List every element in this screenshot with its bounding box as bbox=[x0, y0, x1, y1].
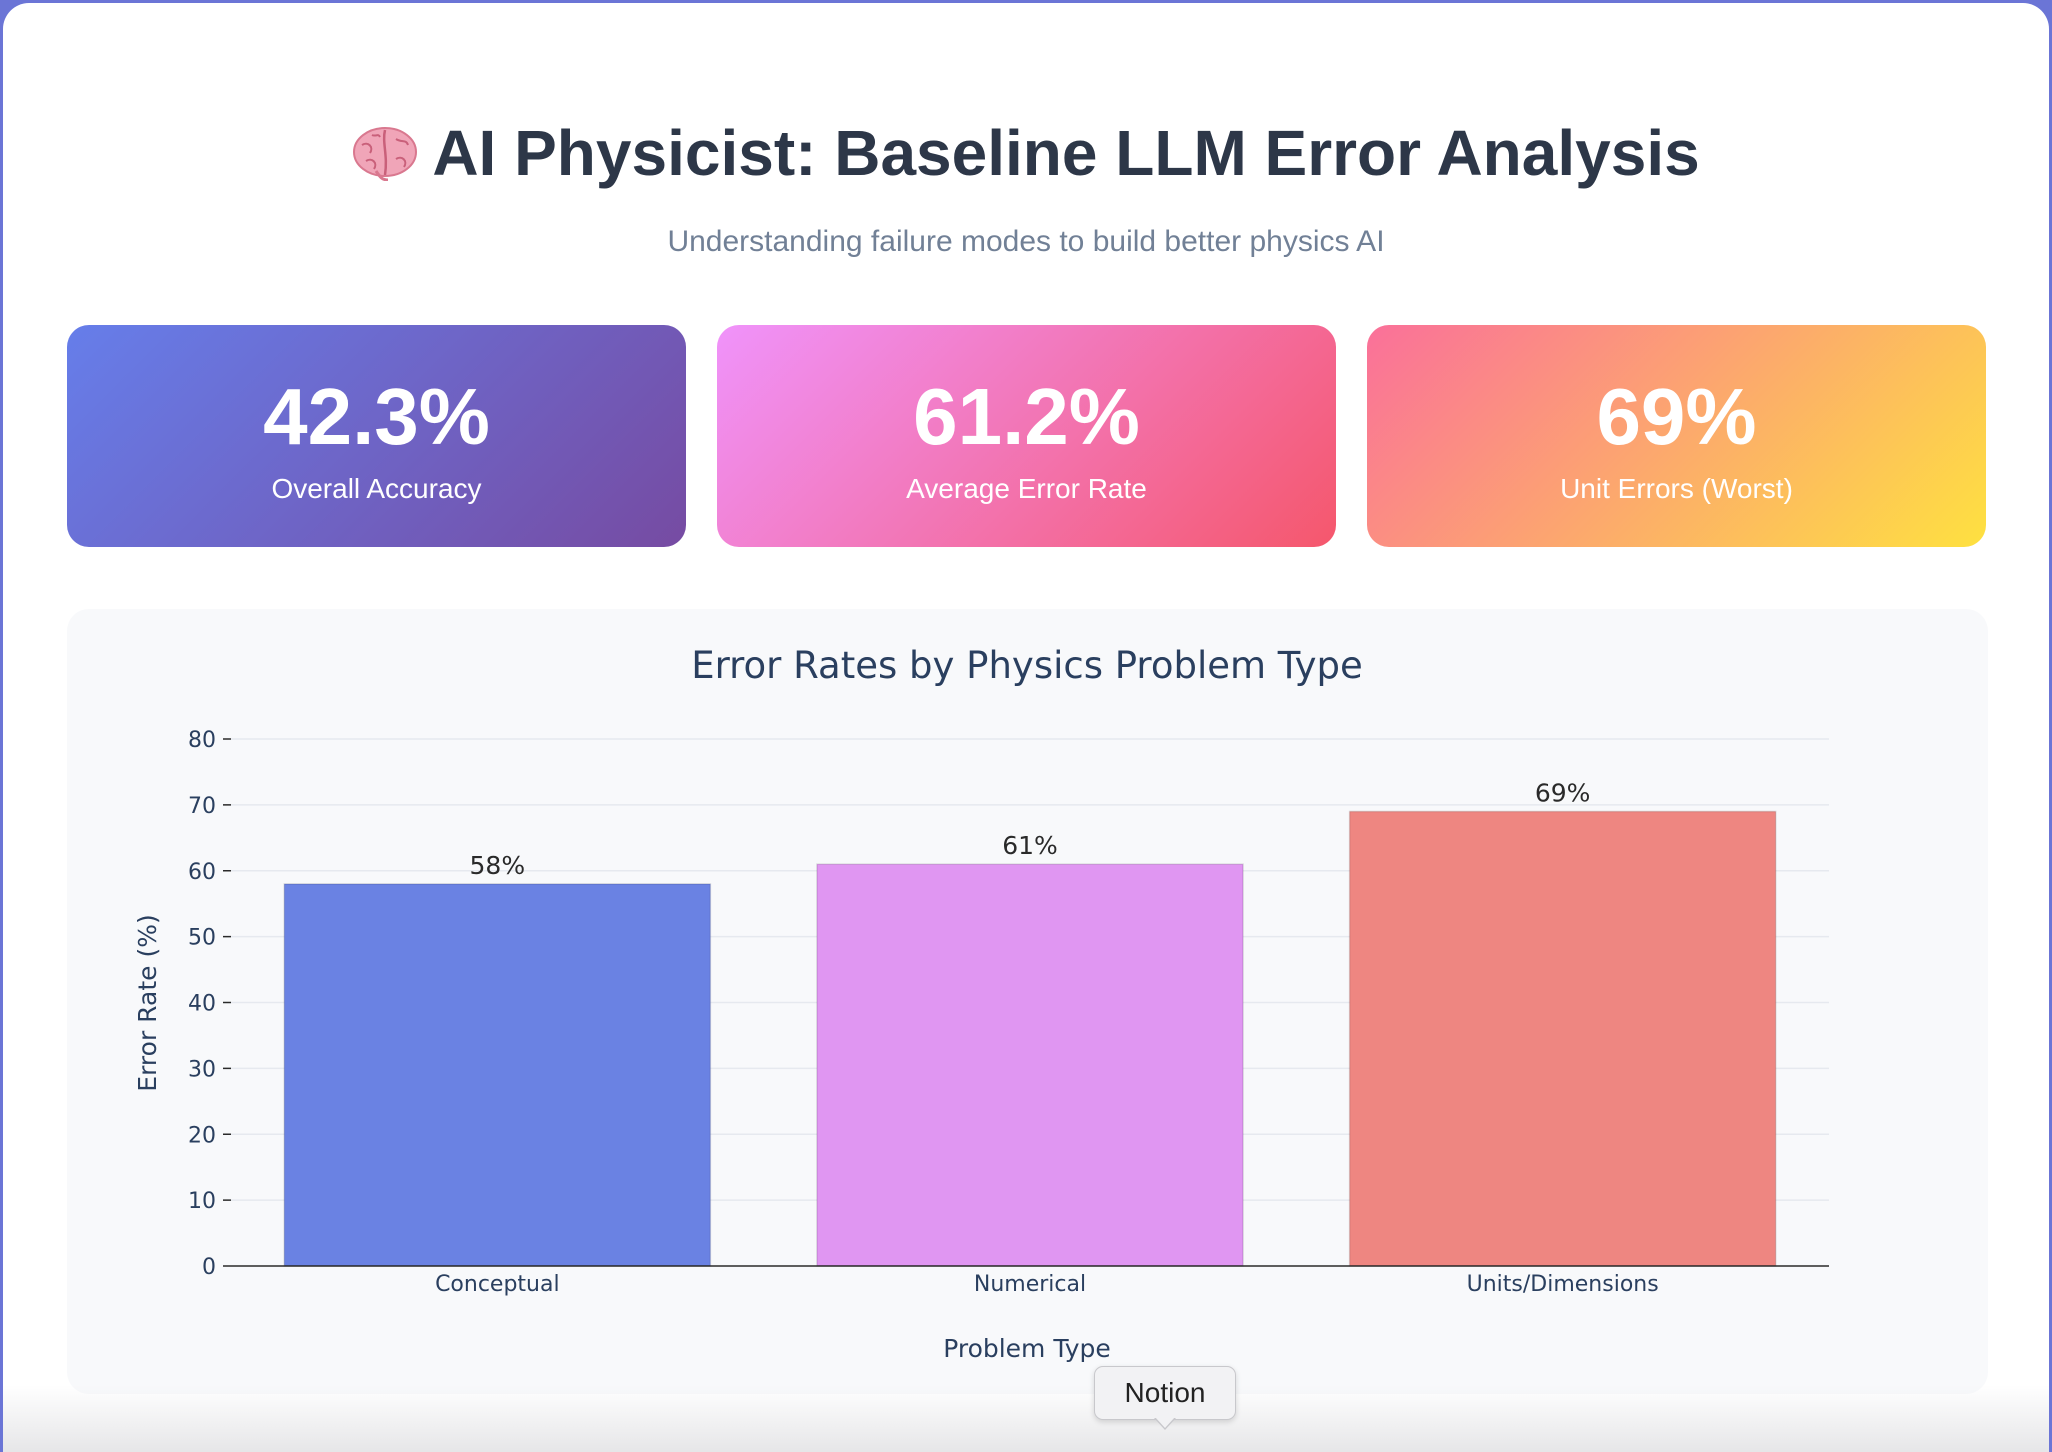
x-tick-label: Numerical bbox=[974, 1272, 1086, 1297]
page-title: AI Physicist: Baseline LLM Error Analysi… bbox=[3, 108, 2049, 198]
bar-conceptual[interactable] bbox=[283, 883, 712, 1267]
y-tick-label: 0 bbox=[202, 1255, 216, 1280]
stat-label: Unit Errors (Worst) bbox=[1560, 473, 1793, 504]
chart-panel: Error Rates by Physics Problem Type 0 10 2… bbox=[67, 609, 1988, 1394]
y-tick-label: 50 bbox=[188, 926, 216, 951]
y-axis-title: Error Rate (%) bbox=[133, 914, 162, 1091]
y-tick-label: 20 bbox=[188, 1123, 216, 1148]
bar-data-label: 69% bbox=[1535, 778, 1591, 807]
notion-tooltip: Notion bbox=[1094, 1366, 1236, 1420]
y-tick-label: 70 bbox=[188, 794, 216, 819]
bar-chart: Error Rates by Physics Problem Type 0 10 2… bbox=[133, 644, 1829, 1363]
stat-value: 61.2% bbox=[913, 372, 1140, 461]
app-window: AI Physicist: Baseline LLM Error Analysi… bbox=[3, 3, 2049, 1452]
x-tick-label: Units/Dimensions bbox=[1467, 1272, 1659, 1297]
x-axis-title: Problem Type bbox=[943, 1334, 1111, 1363]
stat-label: Overall Accuracy bbox=[271, 473, 482, 504]
chart-bars bbox=[283, 810, 1777, 1267]
stat-value: 42.3% bbox=[263, 372, 490, 461]
y-tick-label: 60 bbox=[188, 860, 216, 885]
stat-card-unit-errors: 69% Unit Errors (Worst) bbox=[1367, 325, 1986, 547]
x-axis-ticks: Conceptual Numerical Units/Dimensions bbox=[435, 1272, 1659, 1297]
bar-data-labels: 58% 61% 69% bbox=[470, 778, 1591, 879]
stat-card-error-rate: 61.2% Average Error Rate bbox=[717, 325, 1336, 547]
bar-data-label: 61% bbox=[1002, 831, 1058, 860]
y-tick-label: 30 bbox=[188, 1057, 216, 1082]
bar-units-dimensions[interactable] bbox=[1348, 810, 1777, 1267]
stat-value: 69% bbox=[1596, 372, 1757, 461]
y-axis-ticks: 0 10 20 30 40 50 60 70 80 bbox=[188, 728, 231, 1280]
dock-bar bbox=[3, 1385, 2049, 1452]
page-subtitle: Understanding failure modes to build bet… bbox=[667, 225, 1385, 258]
page-title-text: AI Physicist: Baseline LLM Error Analysi… bbox=[432, 117, 1700, 189]
bar-data-label: 58% bbox=[470, 851, 526, 880]
y-tick-label: 80 bbox=[188, 728, 216, 753]
tooltip-arrow-fill bbox=[1155, 1417, 1175, 1428]
stat-label: Average Error Rate bbox=[906, 473, 1147, 504]
bar-numerical[interactable] bbox=[816, 863, 1244, 1267]
brain-icon bbox=[353, 127, 418, 181]
x-tick-label: Conceptual bbox=[435, 1272, 560, 1297]
chart-title: Error Rates by Physics Problem Type bbox=[691, 644, 1363, 687]
y-tick-label: 40 bbox=[188, 992, 216, 1017]
stat-card-accuracy: 42.3% Overall Accuracy bbox=[67, 325, 686, 547]
y-tick-label: 10 bbox=[188, 1189, 216, 1214]
